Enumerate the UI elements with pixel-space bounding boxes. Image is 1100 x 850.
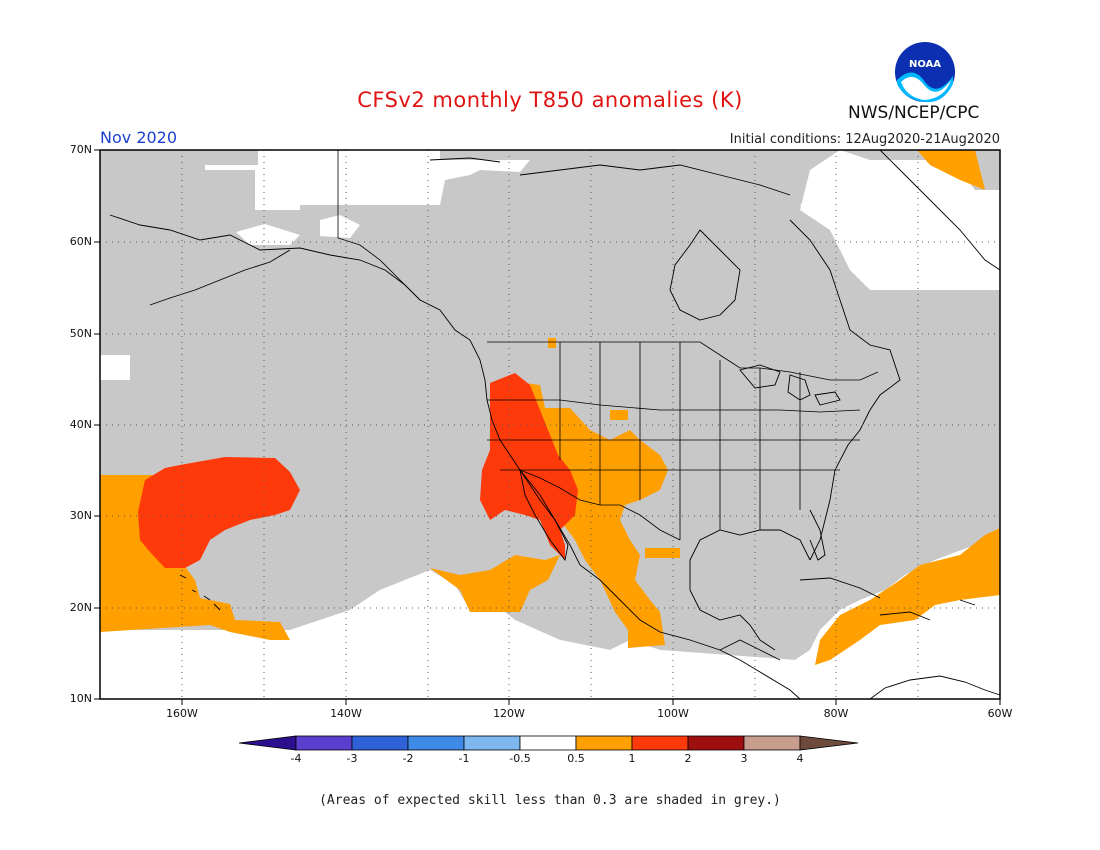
lon-label-120w: 120W — [493, 707, 525, 720]
initial-conditions: Initial conditions: 12Aug2020-21Aug2020 — [729, 132, 1000, 147]
colorbar-box — [575, 735, 633, 751]
colorbar — [238, 735, 859, 751]
colorbar-label: 2 — [684, 752, 692, 765]
colorbar-box — [743, 735, 801, 751]
colorbar-label: -3 — [346, 752, 358, 765]
colorbar-arrow-low — [238, 735, 297, 751]
graticule — [100, 150, 1000, 699]
forecast-month: Nov 2020 — [100, 128, 178, 147]
colorbar-box — [631, 735, 689, 751]
colorbar-label: -1 — [458, 752, 470, 765]
lon-label-100w: 100W — [657, 707, 689, 720]
anomaly-1-to-2 — [138, 373, 578, 568]
colorbar-box — [519, 735, 577, 751]
colorbar-box — [351, 735, 409, 751]
lat-label-10n: 10N — [69, 692, 92, 705]
lat-label-40n: 40N — [69, 418, 92, 431]
lat-label-50n: 50N — [69, 327, 92, 340]
colorbar-label: 1 — [628, 752, 636, 765]
lat-label-20n: 20N — [69, 601, 92, 614]
noaa-logo: NOAA — [895, 42, 955, 103]
axis-ticks — [94, 149, 1001, 705]
political-borders — [337, 150, 879, 661]
white-areas — [100, 150, 1000, 699]
colorbar-box — [407, 735, 465, 751]
colorbar-label: 0.5 — [567, 752, 585, 765]
lon-label-160w: 160W — [166, 707, 198, 720]
colorbar-label: -2 — [402, 752, 414, 765]
lat-label-70n: 70N — [69, 143, 92, 156]
colorbar-box — [463, 735, 521, 751]
low-skill-mask — [100, 150, 1000, 660]
colorbar-box — [687, 735, 745, 751]
colorbar-box — [295, 735, 353, 751]
coastlines — [109, 149, 1001, 700]
colorbar-label: 4 — [796, 752, 804, 765]
noaa-logo-text: NOAA — [909, 59, 941, 70]
colorbar-label: 3 — [740, 752, 748, 765]
colorbar-label: -0.5 — [509, 752, 531, 765]
map-title: CFSv2 monthly T850 anomalies (K) — [357, 88, 743, 112]
lat-label-60n: 60N — [69, 235, 92, 248]
lat-label-30n: 30N — [69, 509, 92, 522]
lon-label-80w: 80W — [823, 707, 849, 720]
lon-label-60w: 60W — [987, 707, 1013, 720]
colorbar-label: -4 — [290, 752, 302, 765]
agency-label: NWS/NCEP/CPC — [848, 103, 980, 123]
colorbar-arrow-high — [799, 735, 859, 751]
lon-label-140w: 140W — [330, 707, 362, 720]
skill-footnote: (Areas of expected skill less than 0.3 a… — [319, 793, 781, 808]
